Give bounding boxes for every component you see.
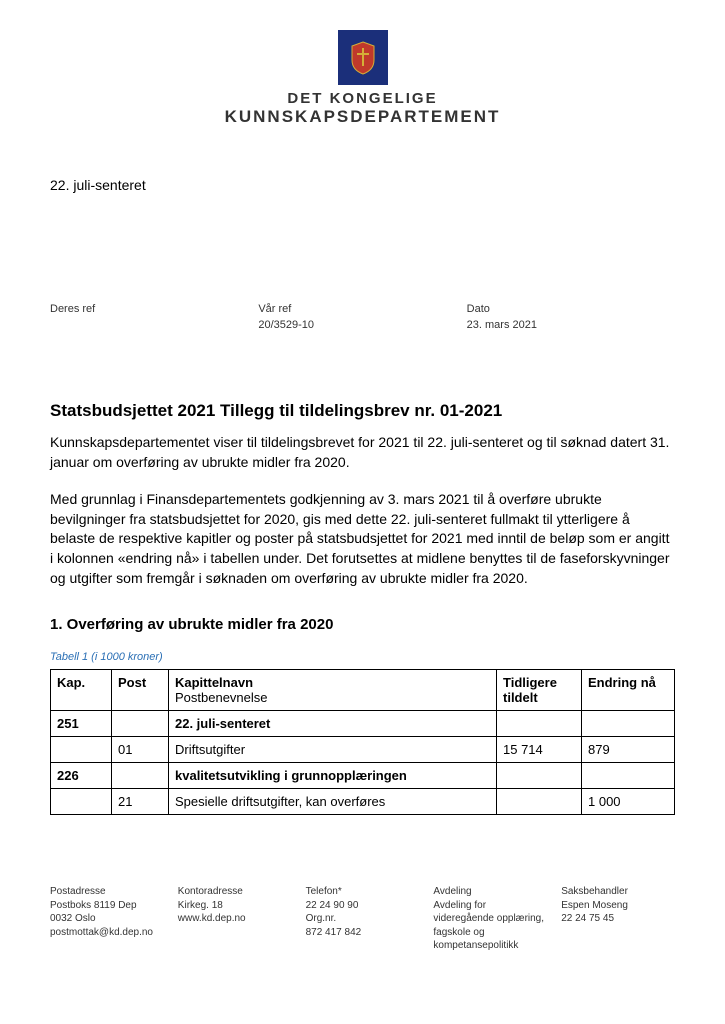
table-cell: 879: [582, 737, 675, 763]
table-cell: [112, 763, 169, 789]
table-caption: Tabell 1 (i 1000 kroner): [50, 651, 675, 663]
vaar-ref-value: 20/3529-10: [258, 319, 466, 331]
vaar-ref-col: Vår ref 20/3529-10: [258, 303, 466, 331]
table-cell: [112, 711, 169, 737]
footer-h3: Telefon*: [306, 885, 420, 899]
th-name: Kapittelnavn Postbenevnelse: [169, 670, 497, 711]
table-cell: [497, 763, 582, 789]
table-row: 21Spesielle driftsutgifter, kan overføre…: [51, 789, 675, 815]
dato-label: Dato: [467, 303, 675, 315]
dato-col: Dato 23. mars 2021: [467, 303, 675, 331]
table-cell: 01: [112, 737, 169, 763]
table-cell: [582, 711, 675, 737]
ministry-line1: DET KONGELIGE: [50, 90, 675, 107]
ministry-logo: DET KONGELIGE KUNNSKAPSDEPARTEMENT: [50, 30, 675, 127]
th-post: Post: [112, 670, 169, 711]
footer-postadresse: Postadresse Postboks 8119 Dep 0032 Oslo …: [50, 885, 164, 953]
footer-c1-l1: Postboks 8119 Dep: [50, 899, 164, 913]
footer-saksbehandler: Saksbehandler Espen Moseng 22 24 75 45: [561, 885, 675, 953]
table-cell: 1 000: [582, 789, 675, 815]
table-cell: Driftsutgifter: [169, 737, 497, 763]
crest-icon: [338, 30, 388, 85]
table-cell: 251: [51, 711, 112, 737]
footer-c2-l3: www.kd.dep.no: [178, 912, 292, 926]
table-header-row: Kap. Post Kapittelnavn Postbenevnelse Ti…: [51, 670, 675, 711]
footer-h2: Kontoradresse: [178, 885, 292, 899]
table-cell: 226: [51, 763, 112, 789]
table-cell: kvalitetsutvikling i grunnopplæringen: [169, 763, 497, 789]
table-cell: Spesielle driftsutgifter, kan overføres: [169, 789, 497, 815]
table-cell: 21: [112, 789, 169, 815]
footer-c1-l3: postmottak@kd.dep.no: [50, 926, 164, 940]
paragraph-1: Kunnskapsdepartementet viser til tildeli…: [50, 433, 675, 472]
table-row: 226 kvalitetsutvikling i grunnopplæringen: [51, 763, 675, 789]
th-kap: Kap.: [51, 670, 112, 711]
footer-kontoradresse: Kontoradresse Kirkeg. 18 www.kd.dep.no: [178, 885, 292, 953]
footer-c1-l2: 0032 Oslo: [50, 912, 164, 926]
section-1-heading: 1. Overføring av ubrukte midler fra 2020: [50, 616, 675, 633]
ministry-line2: KUNNSKAPSDEPARTEMENT: [50, 107, 675, 127]
footer-c2-l1: Kirkeg. 18: [178, 899, 292, 913]
footer-telefon: Telefon* 22 24 90 90 Org.nr. 872 417 842: [306, 885, 420, 953]
table-cell: 22. juli-senteret: [169, 711, 497, 737]
footer: Postadresse Postboks 8119 Dep 0032 Oslo …: [50, 885, 675, 953]
table-row: 01Driftsutgifter15 714879: [51, 737, 675, 763]
dato-value: 23. mars 2021: [467, 319, 675, 331]
th-name-line2: Postbenevnelse: [175, 690, 268, 705]
table-cell: [497, 789, 582, 815]
vaar-ref-label: Vår ref: [258, 303, 466, 315]
deres-ref-col: Deres ref: [50, 303, 258, 331]
table-cell: 15 714: [497, 737, 582, 763]
footer-c3-l3: 872 417 842: [306, 926, 420, 940]
footer-avdeling: Avdeling Avdeling for videregående opplæ…: [433, 885, 547, 953]
footer-h5: Saksbehandler: [561, 885, 675, 899]
footer-c5-l2: 22 24 75 45: [561, 912, 675, 926]
table-cell: [51, 737, 112, 763]
table-cell: [582, 763, 675, 789]
paragraph-2: Med grunnlag i Finansdepartementets godk…: [50, 490, 675, 588]
table-cell: [51, 789, 112, 815]
th-change: Endring nå: [582, 670, 675, 711]
deres-ref-label: Deres ref: [50, 303, 258, 315]
footer-c5-l1: Espen Moseng: [561, 899, 675, 913]
document-title: Statsbudsjettet 2021 Tillegg til tildeli…: [50, 401, 675, 421]
th-name-line1: Kapittelnavn: [175, 675, 253, 690]
recipient: 22. juli-senteret: [50, 177, 675, 193]
table-row: 251 22. juli-senteret: [51, 711, 675, 737]
allocation-table: Kap. Post Kapittelnavn Postbenevnelse Ti…: [50, 669, 675, 815]
table-cell: [497, 711, 582, 737]
footer-h1: Postadresse: [50, 885, 164, 899]
footer-h4: Avdeling: [433, 885, 547, 899]
footer-c3-l2: Org.nr.: [306, 912, 420, 926]
reference-row: Deres ref Vår ref 20/3529-10 Dato 23. ma…: [50, 303, 675, 331]
footer-c3-l1: 22 24 90 90: [306, 899, 420, 913]
th-prev: Tidligere tildelt: [497, 670, 582, 711]
footer-c4-l1: Avdeling for videregående opplæring, fag…: [433, 899, 547, 953]
